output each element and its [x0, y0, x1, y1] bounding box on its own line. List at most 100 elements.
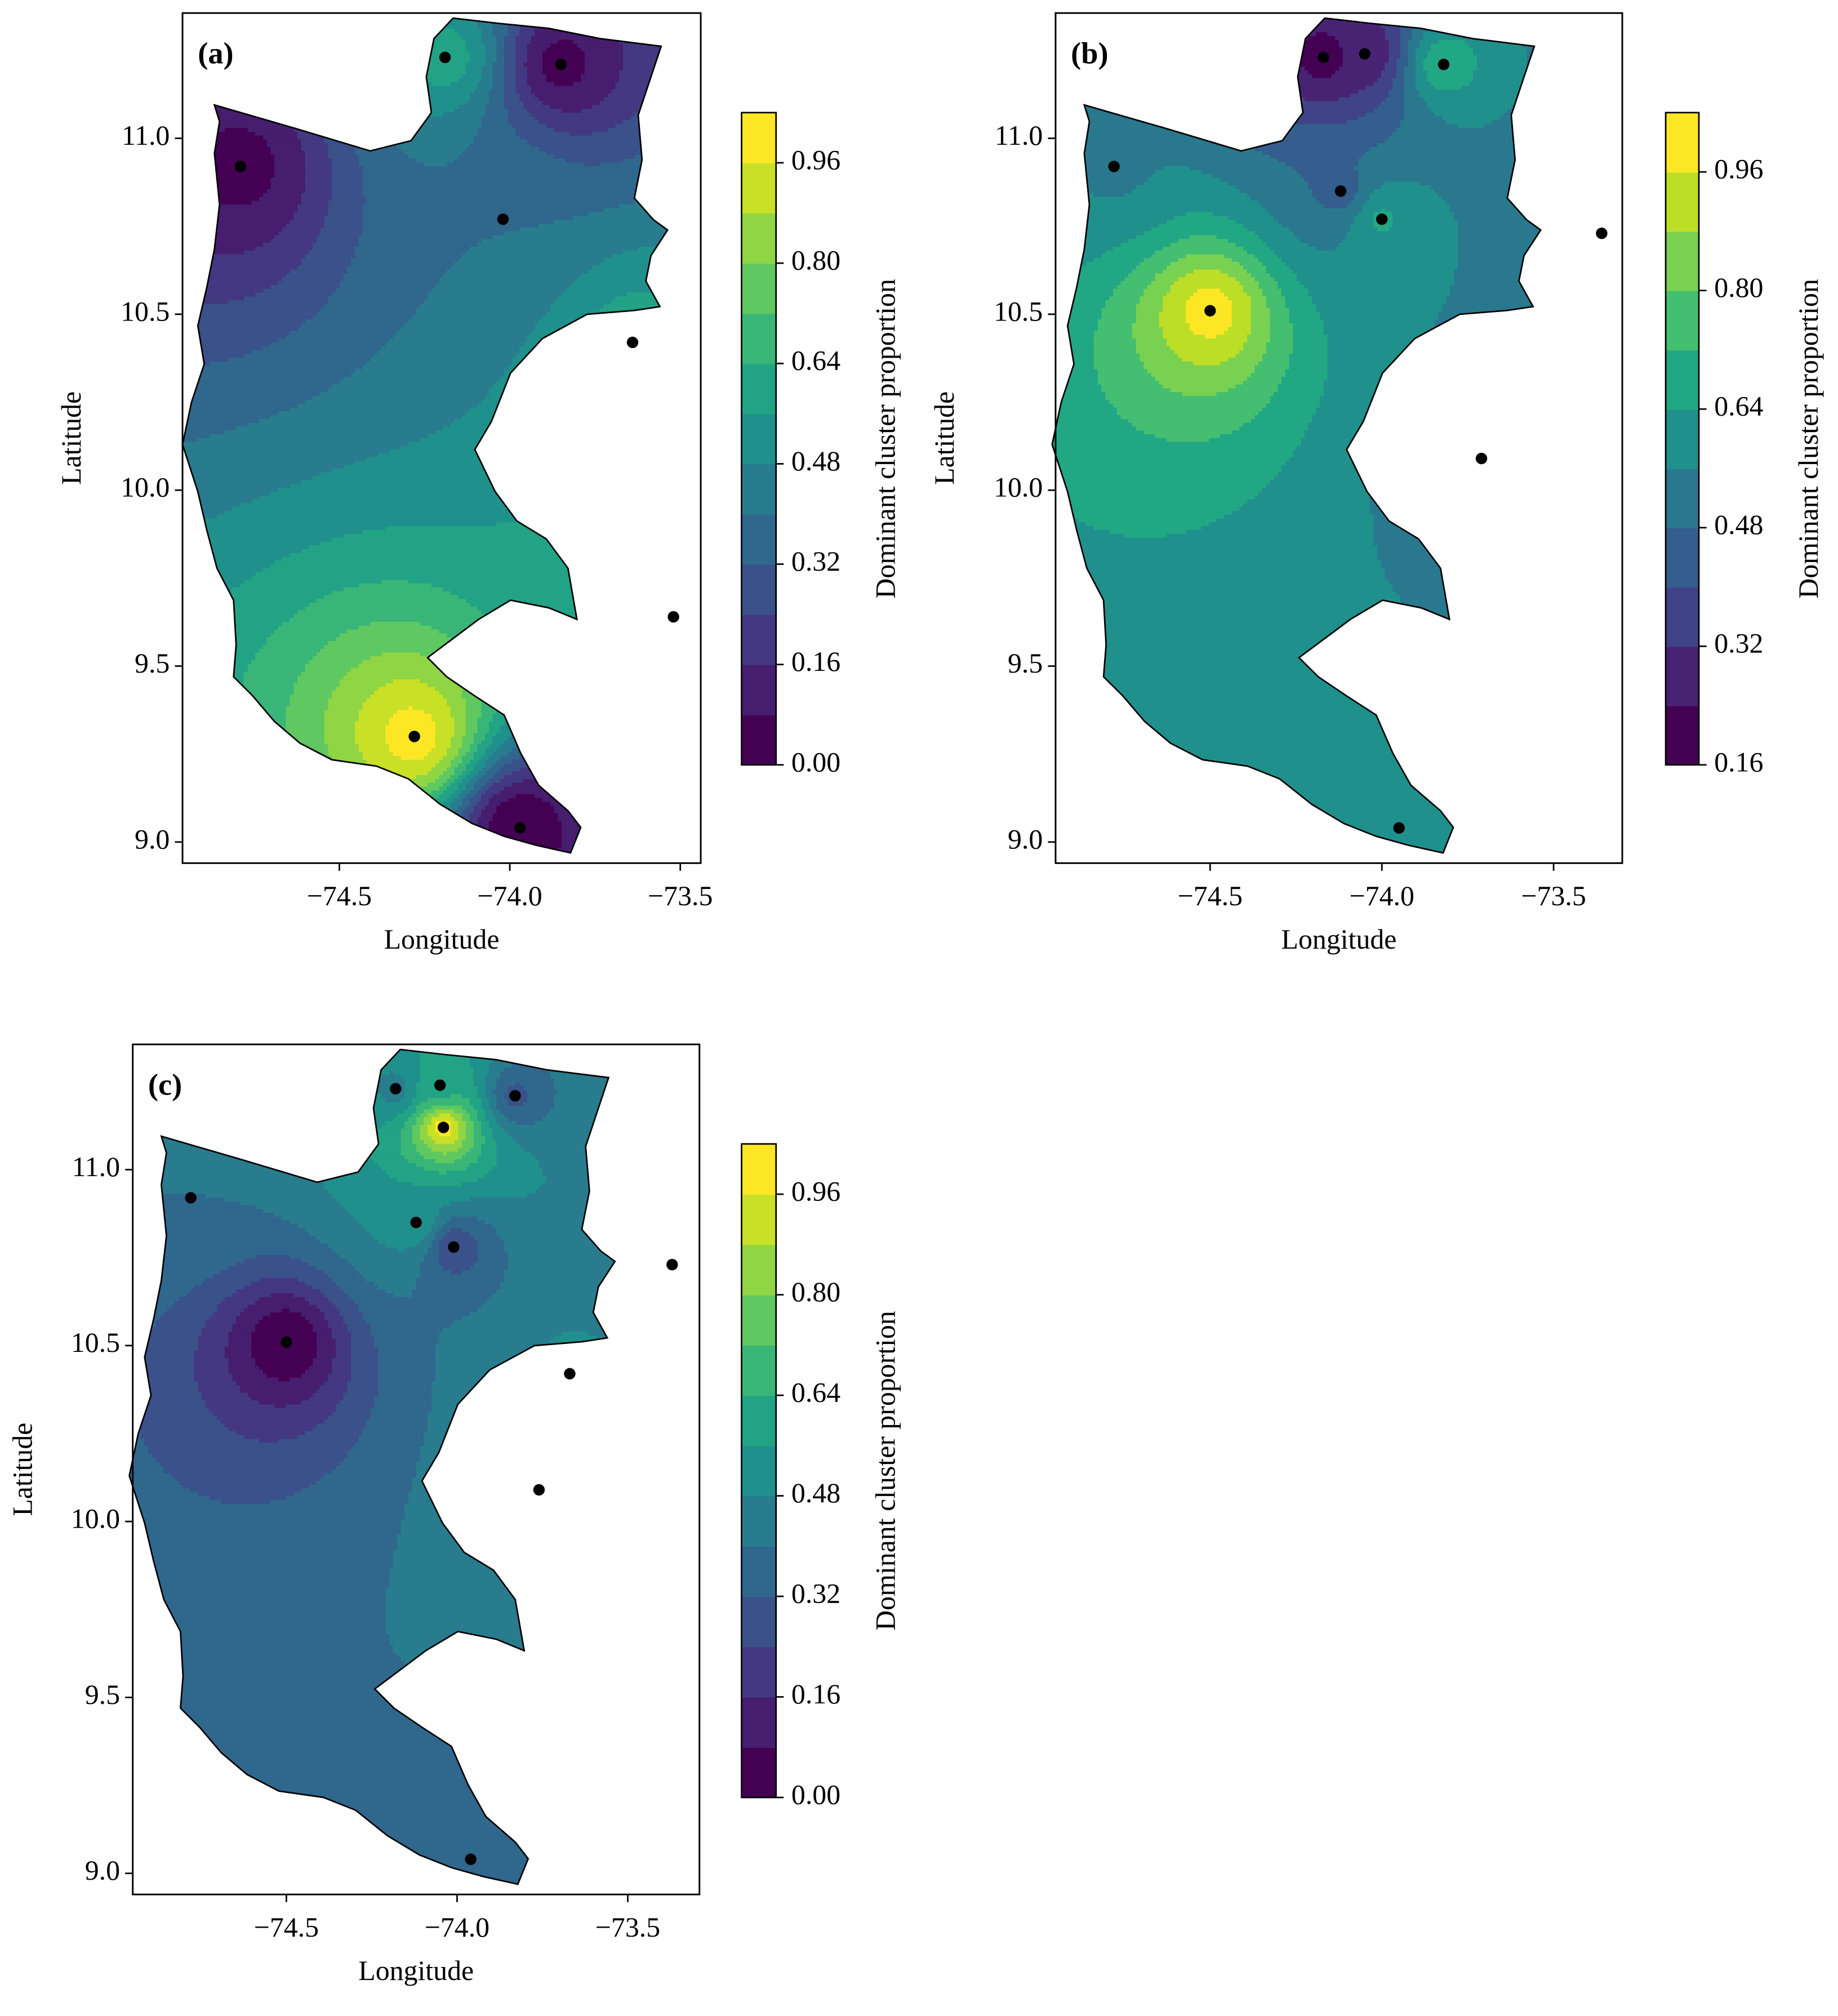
- field-cell: [1186, 319, 1233, 324]
- field-cell: [515, 794, 536, 799]
- field-cell: [305, 166, 333, 171]
- field-cell: [454, 641, 497, 646]
- field-cell: [1472, 51, 1528, 56]
- field-cell: [492, 1109, 501, 1114]
- field-cell: [286, 721, 325, 726]
- field-cell: [205, 518, 517, 523]
- field-cell: [424, 755, 444, 761]
- field-cell: [1250, 273, 1271, 278]
- field-cell: [183, 752, 233, 757]
- field-cell: [500, 1071, 551, 1076]
- field-cell: [358, 625, 433, 630]
- field-cell: [293, 20, 341, 25]
- field-cell: [488, 729, 501, 734]
- field-cell: [665, 18, 668, 22]
- colorbar-band: [741, 1646, 776, 1698]
- field-cell: [1163, 327, 1191, 332]
- field-cell: [309, 1232, 371, 1237]
- field-cell: [492, 384, 589, 389]
- field-cell: [1258, 281, 1279, 286]
- field-cell: [1231, 258, 1260, 263]
- field-cell: [481, 794, 494, 799]
- field-cell: [1400, 28, 1413, 33]
- field-cell: [236, 1320, 260, 1325]
- field-cell: [569, 771, 605, 776]
- field-cell: [412, 1128, 421, 1133]
- field-cell: [362, 220, 555, 225]
- field-cell: [129, 1052, 252, 1057]
- field-cell: [1327, 350, 1421, 355]
- field-cell: [332, 1335, 352, 1340]
- field-cell: [1208, 109, 1267, 114]
- field-cell: [373, 1128, 402, 1133]
- field-cell: [1097, 323, 1133, 328]
- field-cell: [1052, 714, 1541, 719]
- field-cell: [454, 109, 486, 114]
- colorbar-band: [1666, 290, 1699, 351]
- field-cell: [324, 725, 356, 730]
- field-cell: [358, 1270, 421, 1275]
- field-cell: [1323, 204, 1347, 210]
- field-cell: [129, 1748, 593, 1754]
- field-cell: [565, 1729, 615, 1735]
- field-cell: [1327, 369, 1413, 374]
- field-cell: [1052, 576, 1386, 581]
- field-cell: [562, 1331, 589, 1337]
- field-cell: [603, 587, 668, 593]
- field-cell: [1457, 265, 1541, 270]
- field-cell: [447, 767, 456, 772]
- field-cell: [316, 116, 344, 121]
- field-cell: [477, 817, 494, 822]
- field-cell: [183, 327, 299, 332]
- field-cell: [496, 771, 513, 776]
- field-cell: [600, 262, 668, 267]
- field-cell: [202, 1396, 252, 1401]
- field-cell: [485, 1109, 494, 1114]
- field-cell: [183, 292, 256, 297]
- field-cell: [1342, 63, 1386, 68]
- field-cell: [1052, 173, 1064, 179]
- field-cell: [435, 778, 448, 784]
- field-cell: [477, 1159, 497, 1164]
- field-cell: [607, 629, 668, 634]
- field-cell: [1450, 284, 1541, 290]
- field-cell: [332, 90, 360, 95]
- field-cell: [1412, 369, 1541, 374]
- field-cell: [198, 1388, 241, 1394]
- y-tick-label: 9.5: [1008, 648, 1043, 679]
- field-cell: [1163, 335, 1206, 340]
- field-cell: [129, 1289, 191, 1294]
- field-cell: [1427, 105, 1512, 110]
- field-cell: [581, 354, 668, 359]
- field-cell: [266, 641, 329, 646]
- colorbar-band: [741, 1244, 776, 1296]
- field-cell: [332, 292, 429, 297]
- field-cell: [500, 1235, 615, 1241]
- field-cell: [573, 798, 601, 803]
- field-cell: [332, 1366, 352, 1371]
- field-cell: [1052, 591, 1398, 596]
- field-cell: [496, 1102, 509, 1107]
- field-cell: [332, 691, 375, 696]
- field-cell: [443, 112, 486, 118]
- field-cell: [148, 1331, 203, 1337]
- field-cell: [1415, 82, 1432, 87]
- field-cell: [473, 135, 520, 140]
- field-cell: [339, 24, 382, 29]
- field-cell: [492, 82, 505, 87]
- field-cell: [1250, 300, 1267, 305]
- field-cell: [1270, 63, 1302, 68]
- field-cell: [183, 706, 233, 711]
- field-cell: [1247, 499, 1370, 504]
- field-cell: [354, 1443, 425, 1448]
- field-cell: [420, 825, 437, 830]
- field-cell: [320, 1385, 348, 1390]
- field-cell: [1503, 18, 1541, 22]
- field-cell: [1052, 698, 1541, 704]
- field-cell: [611, 1764, 615, 1769]
- field-cell: [1323, 384, 1405, 389]
- field-cell: [535, 1358, 615, 1363]
- field-cell: [362, 216, 574, 221]
- field-cell: [622, 47, 668, 52]
- field-cell: [324, 729, 356, 734]
